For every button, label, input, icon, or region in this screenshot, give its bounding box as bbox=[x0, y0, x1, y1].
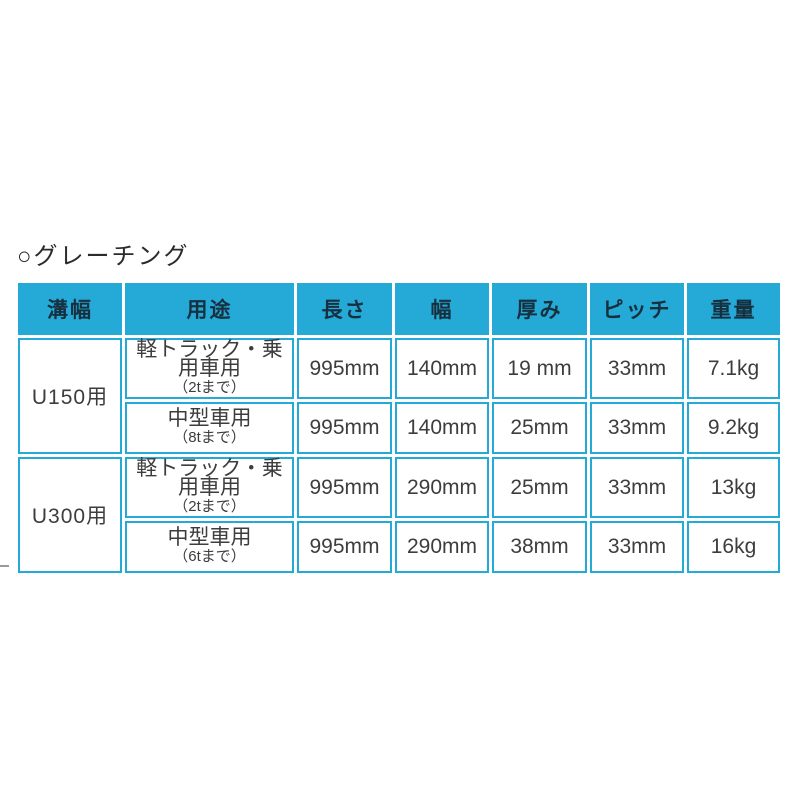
cell-pitch: 33mm bbox=[590, 457, 684, 518]
cell-length: 995mm bbox=[297, 402, 392, 454]
table-row: U150用 軽トラック・乗用車用 （2tまで） 995mm 140mm 19 m… bbox=[18, 338, 780, 454]
cell-weight: 16kg bbox=[687, 521, 780, 573]
cell-width: 290mm bbox=[395, 521, 489, 573]
use-line1: 軽トラック・乗用車用 bbox=[136, 338, 283, 380]
cell-weight: 7.1kg bbox=[687, 338, 780, 399]
cell-thickness: 25mm bbox=[492, 457, 587, 518]
use-line2: （2tまで） bbox=[173, 379, 246, 396]
cell-thickness: 19 mm bbox=[492, 338, 587, 399]
cell-width: 140mm bbox=[395, 338, 489, 399]
scan-artifact-dash bbox=[0, 565, 9, 567]
header-weight: 重量 bbox=[687, 283, 780, 335]
cell-width: 290mm bbox=[395, 457, 489, 518]
header-groove-width: 溝幅 bbox=[18, 283, 122, 335]
use-line2: （6tまで） bbox=[173, 548, 246, 565]
cell-length: 995mm bbox=[297, 457, 392, 518]
grating-spec-table: 溝幅 用途 長さ 幅 厚み ピッチ 重量 U150用 軽トラック・乗用車用 （2… bbox=[15, 280, 783, 576]
cell-pitch: 33mm bbox=[590, 338, 684, 399]
header-length: 長さ bbox=[297, 283, 392, 335]
table-row: U300用 軽トラック・乗用車用 （2tまで） 995mm 290mm 25mm… bbox=[18, 457, 780, 573]
use-line2: （2tまで） bbox=[173, 498, 246, 515]
cell-use: 軽トラック・乗用車用 （2tまで） bbox=[125, 338, 294, 399]
cell-pitch: 33mm bbox=[590, 402, 684, 454]
cell-pitch: 33mm bbox=[590, 521, 684, 573]
header-row: 溝幅 用途 長さ 幅 厚み ピッチ 重量 bbox=[18, 283, 780, 335]
header-pitch: ピッチ bbox=[590, 283, 684, 335]
cell-weight: 13kg bbox=[687, 457, 780, 518]
cell-length: 995mm bbox=[297, 521, 392, 573]
cell-thickness: 25mm bbox=[492, 402, 587, 454]
cell-use: 中型車用 （6tまで） bbox=[125, 521, 294, 573]
header-width: 幅 bbox=[395, 283, 489, 335]
cell-thickness: 38mm bbox=[492, 521, 587, 573]
header-use: 用途 bbox=[125, 283, 294, 335]
cell-groove-u300: U300用 bbox=[18, 457, 122, 573]
header-thickness: 厚み bbox=[492, 283, 587, 335]
cell-use: 軽トラック・乗用車用 （2tまで） bbox=[125, 457, 294, 518]
use-line1: 軽トラック・乗用車用 bbox=[136, 457, 283, 499]
cell-groove-u150: U150用 bbox=[18, 338, 122, 454]
use-line1: 中型車用 bbox=[167, 407, 252, 430]
cell-width: 140mm bbox=[395, 402, 489, 454]
use-line2: （8tまで） bbox=[173, 429, 246, 446]
cell-length: 995mm bbox=[297, 338, 392, 399]
page-title: ○グレーチング bbox=[17, 243, 190, 270]
cell-use: 中型車用 （8tまで） bbox=[125, 402, 294, 454]
table-row: 中型車用 （6tまで） 995mm 290mm 38mm 33mm 16kg bbox=[18, 521, 780, 573]
use-line1: 中型車用 bbox=[167, 526, 252, 549]
table-row: 中型車用 （8tまで） 995mm 140mm 25mm 33mm 9.2kg bbox=[18, 402, 780, 454]
cell-weight: 9.2kg bbox=[687, 402, 780, 454]
